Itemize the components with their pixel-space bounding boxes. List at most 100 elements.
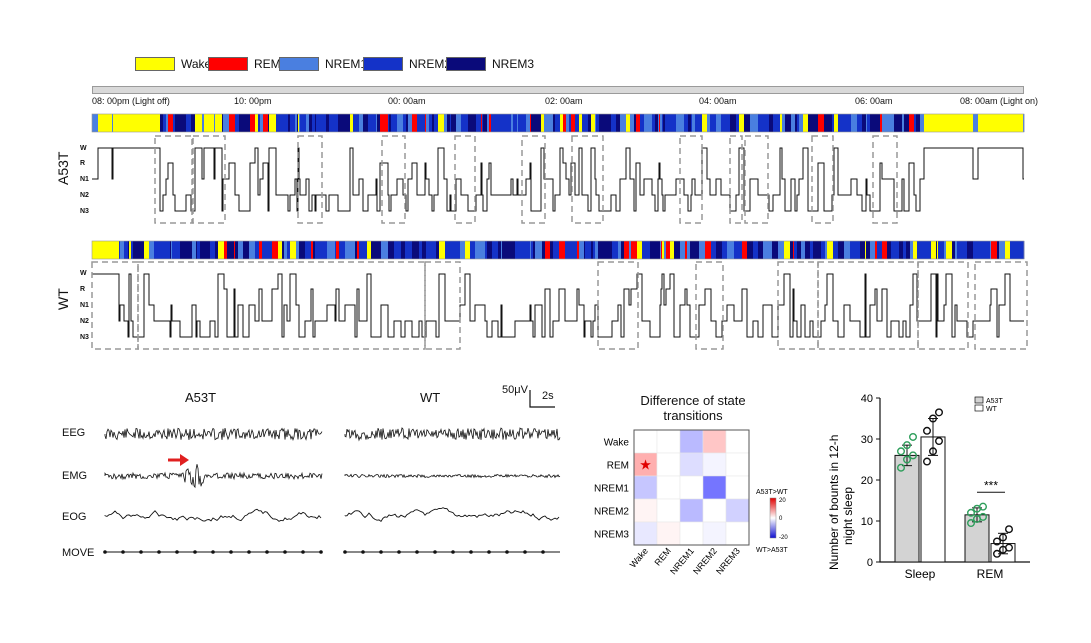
stage-band-epoch <box>618 241 622 259</box>
stage-band-epoch <box>745 241 748 259</box>
stage-band-epoch <box>553 241 558 259</box>
heatmap-col-label: NREM3 <box>714 546 742 577</box>
stage-band-epoch <box>456 241 459 259</box>
stage-band-epoch <box>235 241 239 259</box>
stage-band-epoch <box>880 114 883 132</box>
stage-band-epoch <box>599 114 606 132</box>
stage-band-epoch <box>782 114 786 132</box>
stage-band-epoch <box>462 241 466 259</box>
stage-band-epoch <box>560 114 564 132</box>
hypnogram-panel <box>91 113 1028 350</box>
stage-band-epoch <box>218 241 225 259</box>
stage-band-epoch <box>797 241 802 259</box>
stage-band-epoch <box>736 114 740 132</box>
stage-band-epoch <box>309 114 313 132</box>
stage-band-epoch <box>262 241 269 259</box>
stage-band-epoch <box>914 114 917 132</box>
stage-band-epoch <box>403 114 405 132</box>
y-tick-label: 10 <box>861 516 873 528</box>
stage-band-epoch <box>197 241 201 259</box>
stage-band-epoch <box>870 114 875 132</box>
stage-band-epoch <box>468 114 475 132</box>
stage-band-epoch <box>335 114 339 132</box>
stage-band-epoch <box>319 241 321 259</box>
stage-band-epoch <box>197 114 199 132</box>
stage-band-epoch <box>533 241 536 259</box>
heatmap-cell <box>725 429 750 454</box>
time-tick-label: 10: 00pm <box>234 96 272 106</box>
stage-band-epoch <box>964 114 969 132</box>
data-point <box>908 451 917 460</box>
stage-band-epoch <box>674 114 677 132</box>
stage-band-epoch <box>747 241 754 259</box>
stage-band-epoch <box>175 241 181 259</box>
stage-band-epoch <box>94 241 100 259</box>
time-tick-label: 04: 00am <box>699 96 737 106</box>
data-point <box>978 512 987 521</box>
episode-box <box>811 135 834 224</box>
stage-band-epoch <box>269 114 274 132</box>
stage-band-epoch <box>157 114 161 132</box>
stage-band-epoch <box>955 241 958 259</box>
stage-band-epoch <box>801 241 806 259</box>
move-dot <box>103 550 107 554</box>
stage-band-epoch <box>306 114 310 132</box>
data-point <box>908 432 917 441</box>
stage-band-epoch <box>833 241 839 259</box>
stage-band-epoch <box>204 241 211 259</box>
stage-band-epoch <box>215 241 219 259</box>
signal-label-eog: EOG <box>62 511 87 523</box>
stage-band-epoch <box>612 241 619 259</box>
stage-band-epoch <box>128 114 133 132</box>
data-point <box>1004 525 1013 534</box>
stage-band-epoch <box>354 241 356 259</box>
stage-band-epoch <box>287 241 291 259</box>
arrow-head-icon <box>180 454 189 466</box>
stage-band-epoch <box>595 241 599 259</box>
stage-band-epoch <box>99 114 106 132</box>
stage-band-epoch <box>630 114 635 132</box>
stage-band-epoch <box>959 114 961 132</box>
stage-band-epoch <box>744 114 751 132</box>
stage-band-epoch <box>268 114 270 132</box>
a53t-axis-w: W <box>80 145 87 152</box>
stage-band-epoch <box>151 114 158 132</box>
stage-band-epoch <box>865 241 867 259</box>
stage-band-epoch <box>847 114 852 132</box>
stage-band-epoch <box>175 114 181 132</box>
stage-band-epoch <box>795 114 798 132</box>
time-axis-bar <box>92 86 1024 94</box>
stage-band-epoch <box>131 241 134 259</box>
eog-trace <box>104 508 322 522</box>
stage-band-epoch <box>866 241 871 259</box>
stage-band-epoch <box>371 241 376 259</box>
wt-axis-n1: N1 <box>80 302 89 309</box>
stage-band-epoch <box>824 114 827 132</box>
heatmap-cell <box>656 429 681 454</box>
stage-band-epoch <box>401 241 406 259</box>
stage-band-epoch <box>716 114 722 132</box>
a53t-hypnogram <box>92 147 1024 212</box>
stage-band-epoch <box>436 241 440 259</box>
move-dot <box>121 550 125 554</box>
stage-band-epoch <box>279 114 286 132</box>
stage-band-epoch <box>950 114 954 132</box>
stage-band-epoch <box>727 114 731 132</box>
stage-band-epoch <box>234 241 236 259</box>
stage-band-epoch <box>487 241 493 259</box>
stage-band-epoch <box>296 241 300 259</box>
heatmap-cell <box>633 475 658 500</box>
legend-label: NREM1 <box>325 57 368 71</box>
bar-chart-ylabel-line1: Number of bounts in 12-h <box>827 435 841 570</box>
stage-band-epoch <box>371 114 377 132</box>
stage-band-epoch <box>475 241 482 259</box>
stage-band-epoch <box>702 114 708 132</box>
stage-band-epoch <box>577 241 580 259</box>
a53t-axis-n3: N3 <box>80 208 89 215</box>
stage-band-epoch <box>784 241 791 259</box>
stage-band-epoch <box>210 114 215 132</box>
heatmap-cell <box>679 429 704 454</box>
heatmap-cell <box>702 452 727 477</box>
stage-band-epoch <box>435 114 439 132</box>
